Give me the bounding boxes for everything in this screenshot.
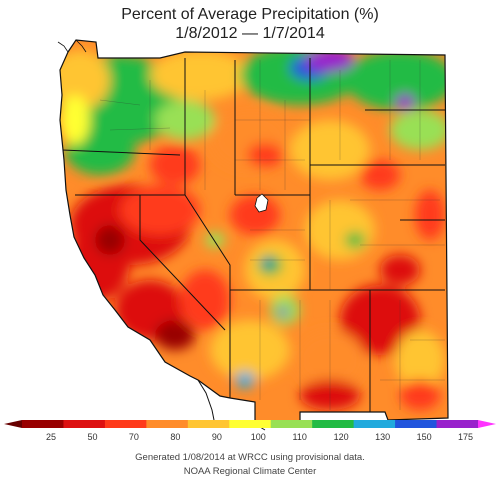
legend-label-110: 110 [292, 432, 307, 442]
legend-swatch-50 [63, 420, 106, 428]
precipitation-legend [4, 420, 496, 428]
legend-swatch-80 [146, 420, 189, 428]
legend-label-50: 50 [87, 432, 98, 442]
legend-label-130: 130 [375, 432, 391, 442]
legend-label-120: 120 [333, 432, 349, 442]
map-title: Percent of Average Precipitation (%) [121, 6, 379, 23]
legend-swatch-90 [187, 420, 230, 428]
state-borders [61, 58, 445, 412]
legend-swatch-150 [395, 420, 438, 428]
legend-swatch-175 [436, 420, 479, 428]
legend-arrow-right [478, 420, 496, 428]
county-lines [99, 60, 445, 410]
legend-swatch-110 [270, 420, 313, 428]
legend-swatch-25 [22, 420, 64, 428]
legend-label-25: 25 [46, 432, 57, 442]
legend-label-100: 100 [250, 432, 266, 442]
legend-label-70: 70 [128, 432, 139, 442]
legend-label-175: 175 [458, 432, 474, 442]
great-salt-lake [254, 193, 269, 213]
credit-organization: NOAA Regional Climate Center [183, 466, 317, 477]
legend-label-80: 80 [170, 432, 181, 442]
legend-swatch-120 [312, 420, 355, 428]
map-date-range: 1/8/2012 — 1/7/2014 [175, 25, 325, 42]
legend-label-150: 150 [416, 432, 432, 442]
legend-arrow-left [4, 420, 22, 428]
legend-swatch-130 [353, 420, 396, 428]
precipitation-field [60, 40, 448, 424]
legend-swatch-100 [229, 420, 272, 428]
legend-swatch-70 [104, 420, 147, 428]
coastline-islands [57, 39, 87, 53]
legend-label-90: 90 [211, 432, 222, 442]
credit-generated: Generated 1/08/2014 at WRCC using provis… [135, 452, 365, 463]
